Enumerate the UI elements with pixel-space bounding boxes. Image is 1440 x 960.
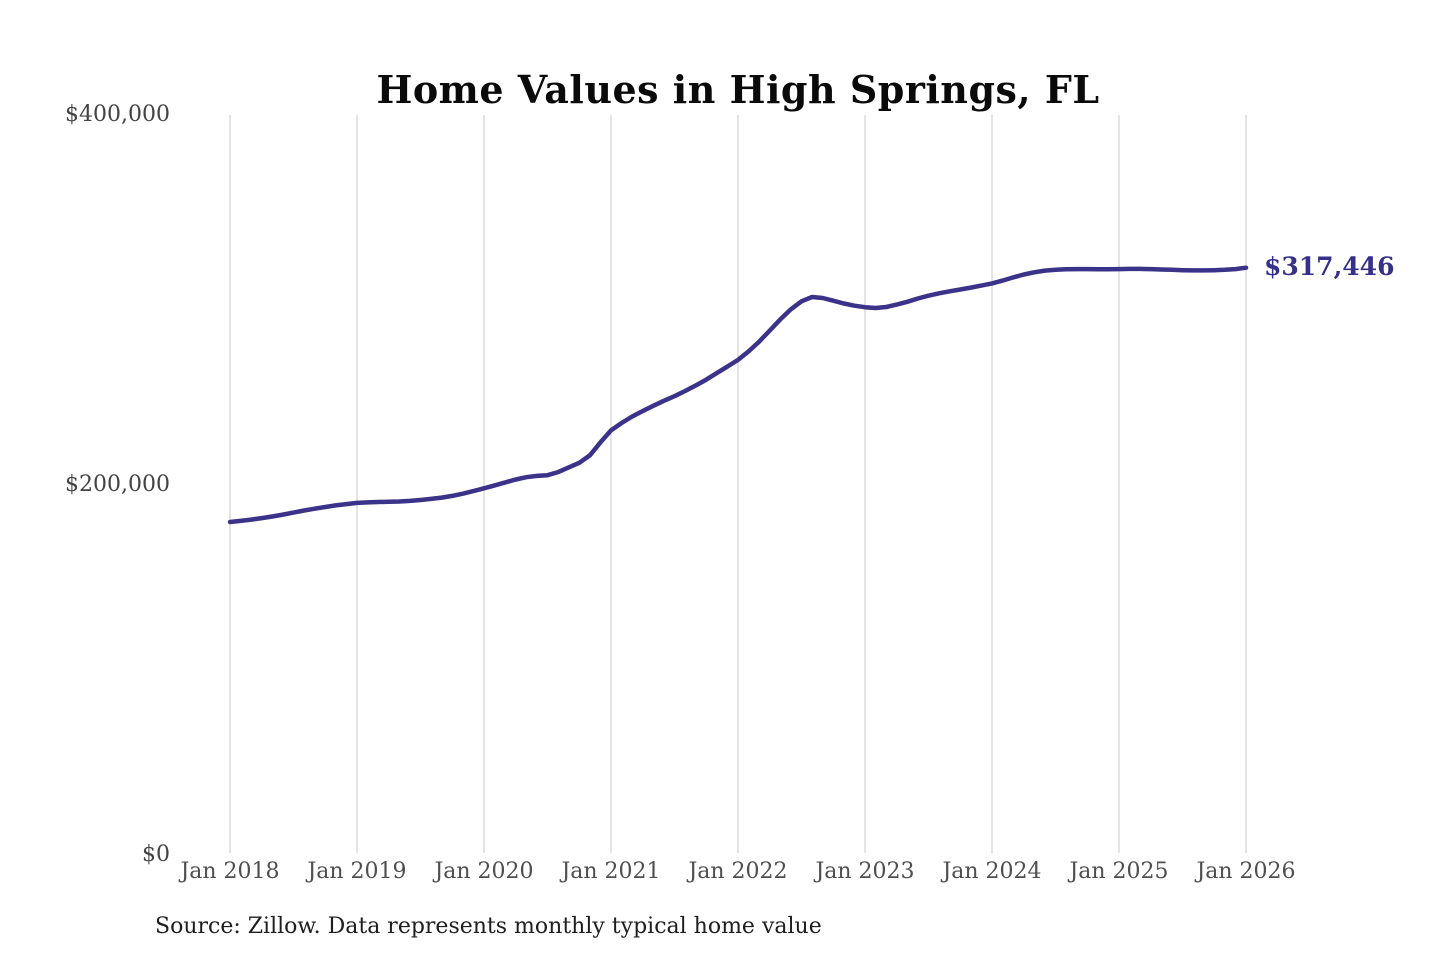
x-axis-label: Jan 2020 [434, 859, 534, 884]
home-value-line [227, 265, 1249, 525]
y-axis-label: $200,000 [65, 472, 170, 497]
x-axis-label: Jan 2025 [1069, 859, 1169, 884]
source-note: Source: Zillow. Data represents monthly … [155, 914, 822, 939]
y-axis-label: $0 [142, 842, 170, 867]
x-axis-label: Jan 2019 [307, 859, 407, 884]
x-axis-label: Jan 2023 [815, 859, 915, 884]
x-axis-label: Jan 2018 [180, 859, 280, 884]
x-axis-label: Jan 2024 [942, 859, 1042, 884]
x-axis-label: Jan 2026 [1196, 859, 1296, 884]
x-axis-label: Jan 2021 [561, 859, 661, 884]
x-axis-label: Jan 2022 [688, 859, 788, 884]
y-axis-label: $400,000 [65, 102, 170, 127]
chart-title: Home Values in High Springs, FL [376, 67, 1100, 113]
current-value-label: $317,446 [1264, 251, 1395, 281]
